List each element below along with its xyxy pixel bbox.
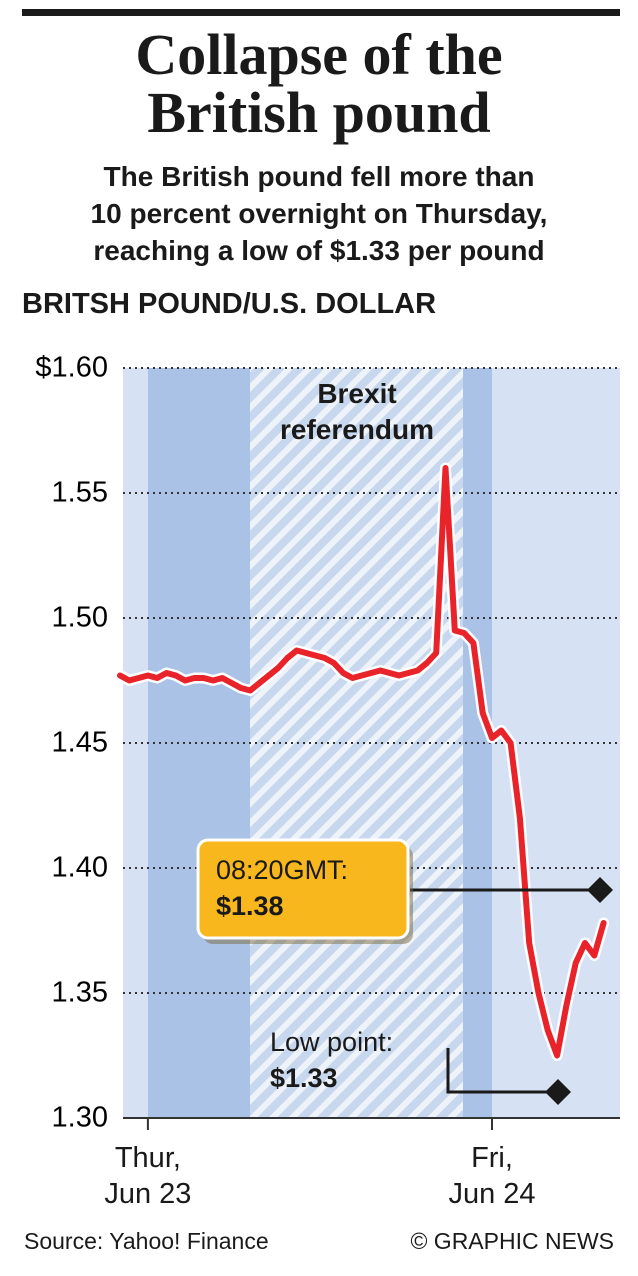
y-tick-label: 1.40	[51, 851, 108, 884]
y-tick-label: $1.60	[35, 351, 108, 384]
credit: © GRAPHIC NEWS	[410, 1228, 614, 1254]
x-tick-label: Thur, Jun 23	[104, 1142, 192, 1210]
pointer	[587, 877, 613, 903]
y-tick-label: 1.55	[51, 476, 108, 509]
y-tick-label: 1.50	[51, 601, 108, 634]
title: Collapse of the British pound	[135, 22, 503, 145]
connector	[446, 1048, 558, 1094]
x-tick-label: Fri, Jun 24	[448, 1142, 536, 1210]
callout	[196, 838, 613, 1105]
pointer	[545, 1079, 571, 1105]
annotation: Low point: $1.33	[270, 1024, 393, 1096]
axis-label: BRITSH POUND/U.S. DOLLAR	[22, 288, 437, 320]
callout-box	[196, 838, 410, 940]
annotation-title: 08:20GMT:	[216, 855, 349, 885]
y-tick-label: 1.30	[51, 1101, 108, 1134]
annotation-title: Low point:	[270, 1027, 394, 1057]
annotation-value: $1.38	[216, 891, 284, 921]
y-tick-label: 1.45	[51, 726, 108, 759]
band-label: Brexit referendum	[279, 378, 435, 445]
y-tick-label: 1.35	[51, 976, 108, 1009]
annotation-value: $1.33	[270, 1063, 338, 1093]
source: Source: Yahoo! Finance	[24, 1228, 269, 1254]
top-rule	[22, 9, 620, 16]
referendum-band	[250, 368, 463, 1118]
line	[117, 465, 607, 1059]
night-band	[148, 368, 250, 1118]
annotation: 08:20GMT: $1.38	[216, 852, 348, 924]
subtitle: The British pound fell more than 10 perc…	[90, 161, 548, 266]
